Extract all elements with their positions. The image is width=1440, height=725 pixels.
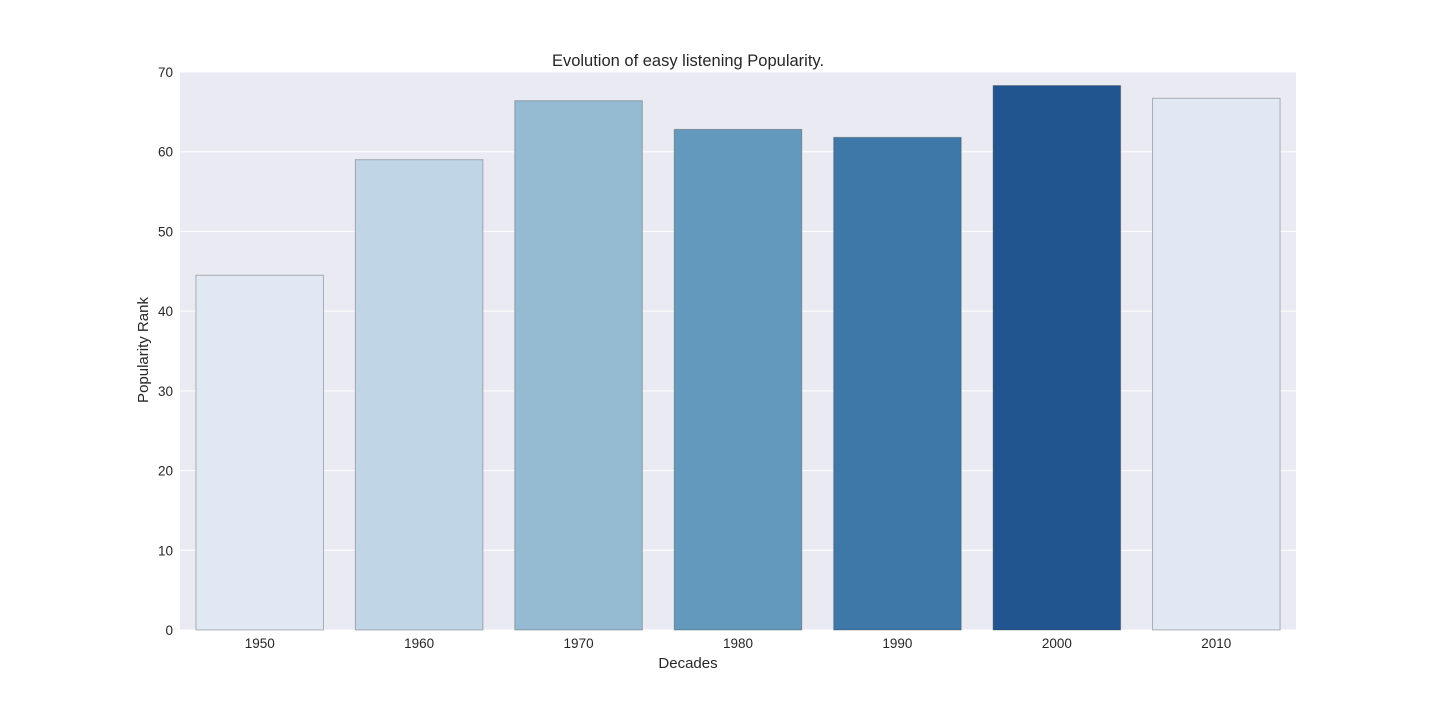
bar-1950 — [195, 274, 324, 631]
bar-1990 — [833, 136, 962, 631]
bar-1970 — [514, 100, 643, 631]
chart-title: Evolution of easy listening Popularity. — [552, 52, 824, 70]
y-tick-label: 60 — [158, 145, 173, 160]
y-tick-label: 20 — [158, 464, 173, 479]
x-tick-label: 2010 — [1201, 636, 1231, 651]
x-tick-label: 1970 — [564, 636, 594, 651]
y-axis-label: Popularity Rank — [135, 297, 152, 403]
x-tick-label: 1990 — [882, 636, 912, 651]
x-tick-label: 2000 — [1042, 636, 1072, 651]
x-tick-label: 1960 — [404, 636, 434, 651]
x-tick-label: 1980 — [723, 636, 753, 651]
bar-2000 — [992, 85, 1122, 631]
bars — [195, 85, 1281, 631]
x-tick-label: 1950 — [245, 636, 275, 651]
y-axis-ticks: 0 10 20 30 40 50 60 70 — [158, 65, 173, 638]
y-tick-label: 40 — [158, 304, 173, 319]
y-tick-label: 50 — [158, 224, 173, 239]
bar-1960 — [354, 159, 484, 631]
bar-1980 — [673, 128, 803, 631]
y-tick-label: 70 — [158, 65, 173, 80]
x-axis-label: Decades — [658, 655, 717, 672]
bar-2010 — [1152, 97, 1281, 631]
y-tick-label: 30 — [158, 384, 173, 399]
y-tick-label: 10 — [158, 543, 173, 558]
y-tick-label: 0 — [165, 623, 173, 638]
x-axis-ticks: 1950 1960 1970 1980 1990 2000 2010 — [245, 636, 1232, 651]
